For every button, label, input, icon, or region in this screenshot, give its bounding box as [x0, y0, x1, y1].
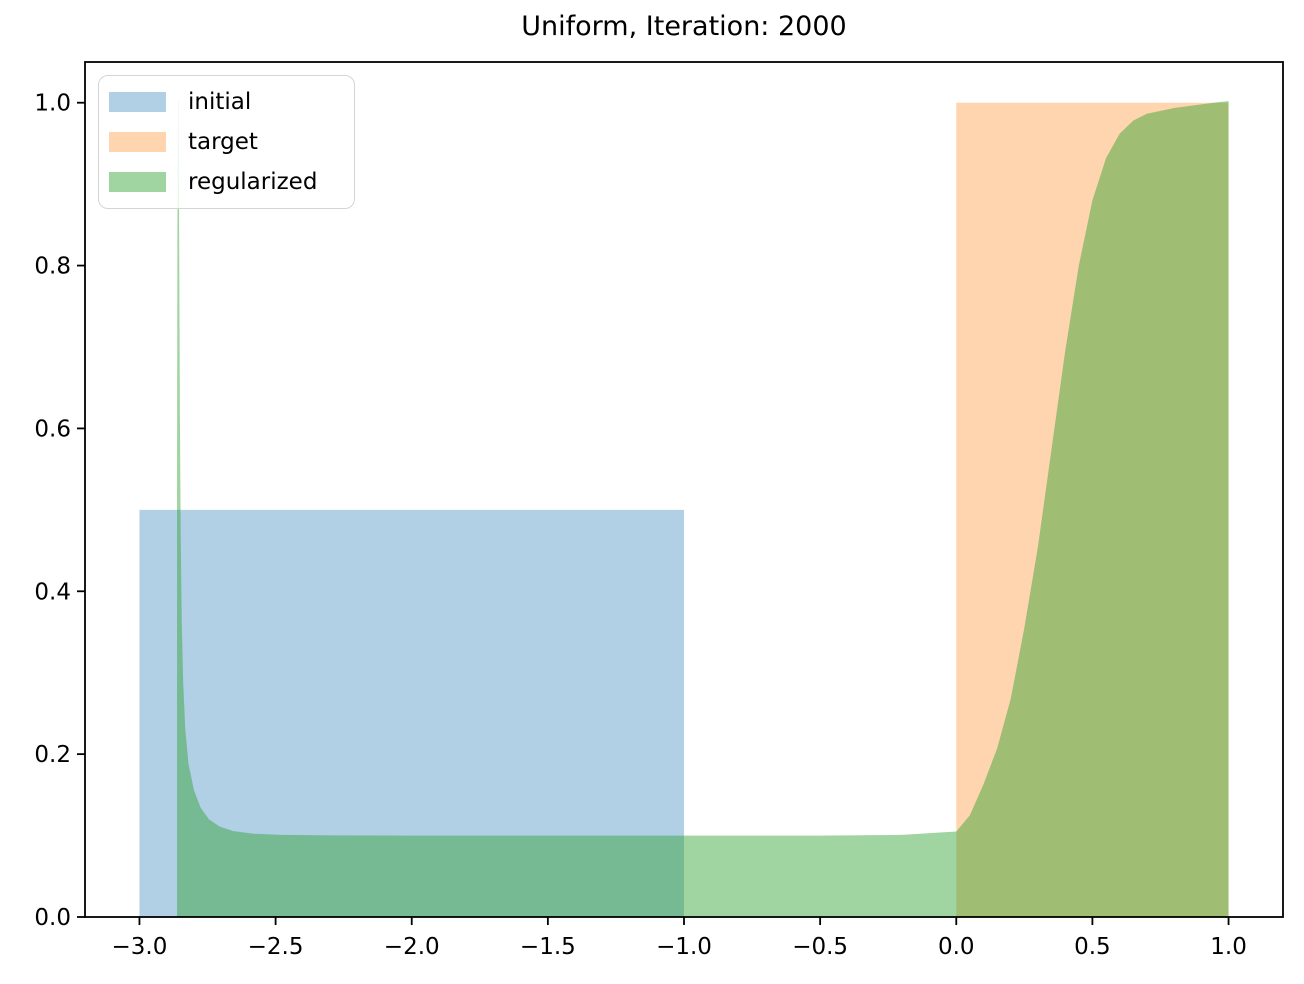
y-tick-label: 0.6 [34, 416, 71, 442]
y-tick-label: 0.4 [34, 579, 71, 605]
x-tick-label: −0.5 [792, 934, 848, 960]
legend-swatch-regularized [109, 172, 166, 192]
x-tick-label: −1.5 [520, 934, 576, 960]
x-tick-label: 1.0 [1210, 934, 1247, 960]
legend-item-target: target [109, 122, 342, 162]
area-regularized [177, 100, 1229, 917]
legend-swatch-target [109, 132, 166, 152]
legend-label-target: target [188, 129, 258, 155]
x-tick-label: 0.0 [938, 934, 975, 960]
legend: initial target regularized [98, 75, 355, 209]
y-tick-label: 1.0 [34, 91, 71, 117]
x-tick-label: −1.0 [656, 934, 712, 960]
x-tick-label: −2.0 [384, 934, 440, 960]
x-tick-label: −2.5 [248, 934, 304, 960]
legend-label-regularized: regularized [188, 169, 318, 195]
legend-item-regularized: regularized [109, 162, 342, 202]
chart-title: Uniform, Iteration: 2000 [521, 11, 847, 42]
legend-swatch-initial [109, 92, 166, 112]
legend-item-initial: initial [109, 82, 342, 122]
y-tick-label: 0.8 [34, 254, 71, 280]
y-tick-label: 0.2 [34, 742, 71, 768]
area-initial [139, 509, 684, 917]
x-tick-label: 0.5 [1074, 934, 1111, 960]
legend-label-initial: initial [188, 89, 252, 115]
x-tick-label: −3.0 [112, 934, 168, 960]
y-tick-label: 0.0 [34, 905, 71, 931]
area-target [956, 102, 1229, 917]
